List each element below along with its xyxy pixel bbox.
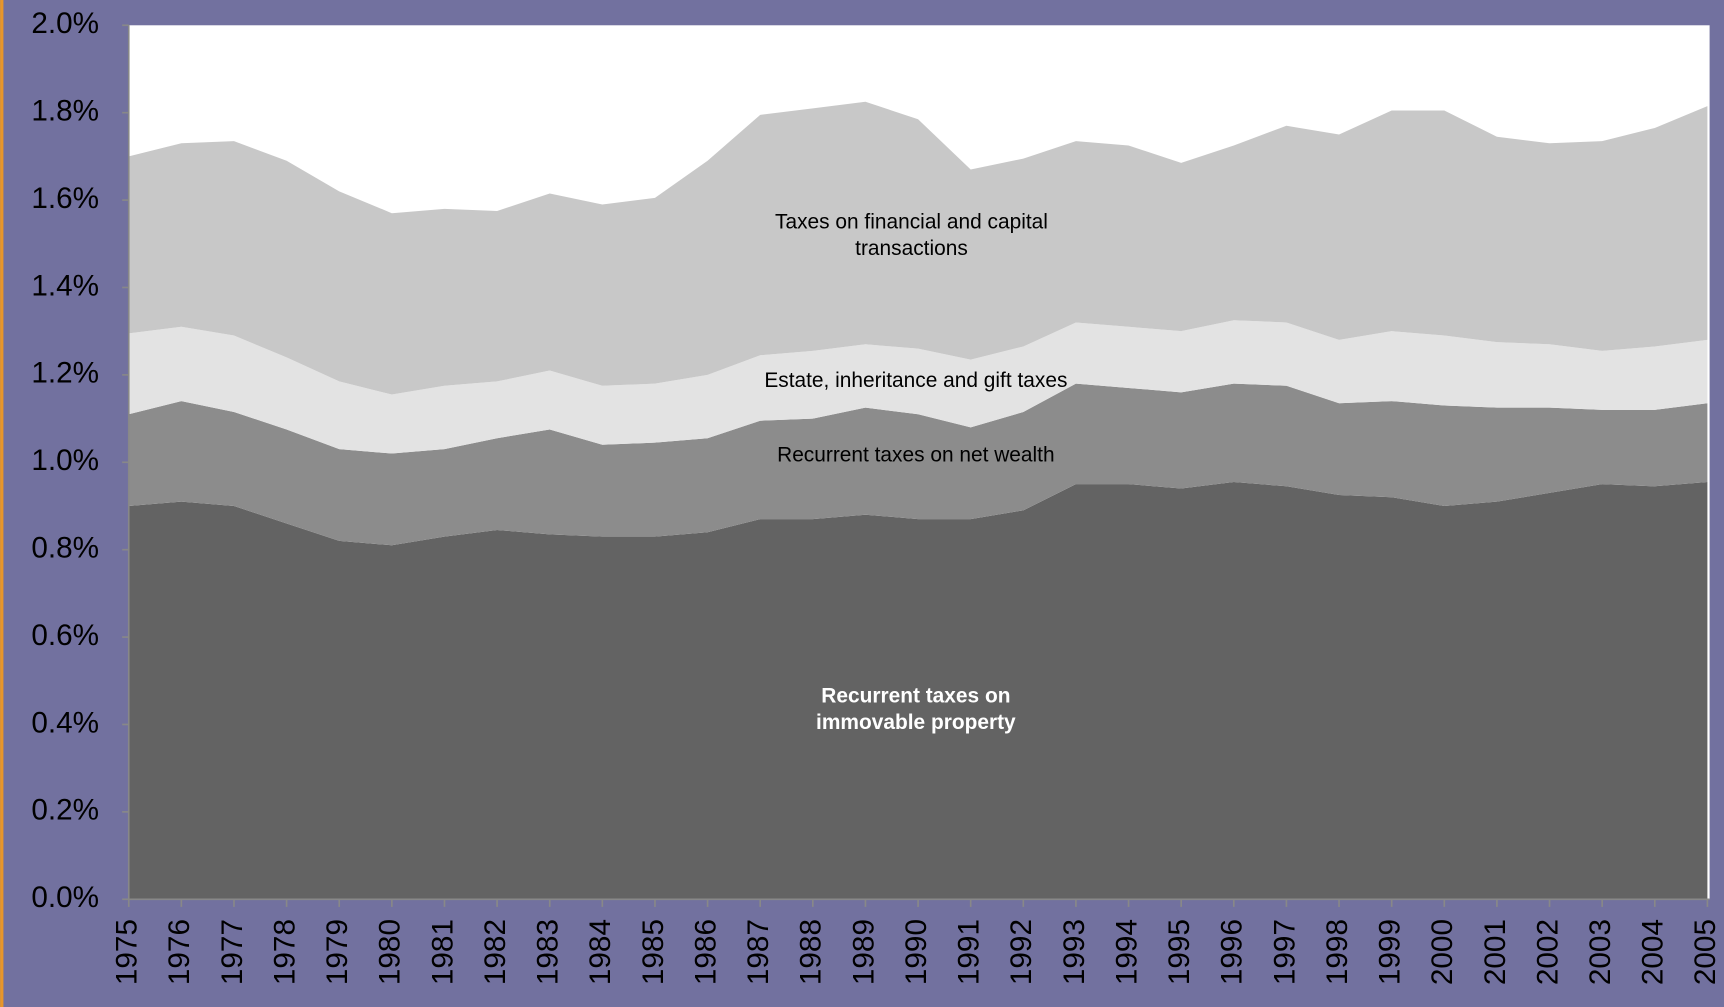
x-tick-label: 1976	[163, 919, 196, 985]
x-tick-label: 2004	[1637, 919, 1670, 985]
x-tick-label: 1977	[216, 919, 249, 985]
y-tick-label: 1.0%	[31, 444, 99, 477]
x-tick-label: 1978	[268, 919, 301, 985]
y-tick-label: 0.0%	[31, 881, 99, 914]
x-tick-label: 1997	[1268, 919, 1301, 985]
edge-strip	[0, 0, 4, 1007]
x-tick-label: 1980	[374, 919, 407, 985]
x-tick-label: 1984	[584, 919, 617, 985]
series-label-box: Recurrent taxes on net wealth	[777, 444, 1055, 468]
x-tick-label: 1975	[111, 919, 144, 985]
y-tick-label: 1.2%	[31, 357, 99, 390]
y-tick-label: 1.6%	[31, 182, 99, 215]
y-tick-label: 0.4%	[31, 706, 99, 739]
series-label: Recurrent taxes on net wealth	[777, 444, 1055, 468]
y-tick-label: 1.8%	[31, 95, 99, 128]
y-tick-label: 2.0%	[31, 7, 99, 40]
x-tick-label: 1989	[847, 919, 880, 985]
series-label: Recurrent taxes on immovable property	[816, 684, 1016, 735]
area	[128, 320, 1708, 454]
x-tick-label: 1991	[953, 919, 986, 985]
x-tick-label: 1982	[479, 919, 512, 985]
series-label: Estate, inheritance and gift taxes	[764, 369, 1068, 393]
area	[128, 383, 1708, 546]
x-tick-label: 1995	[1163, 919, 1196, 985]
area	[128, 481, 1708, 900]
series-label: Taxes on financial and capital transacti…	[775, 211, 1048, 261]
x-tick-label: 1990	[900, 919, 933, 985]
series-label-box: Estate, inheritance and gift taxes	[764, 369, 1068, 393]
y-tick-label: 0.8%	[31, 532, 99, 565]
x-tick-label: 1987	[742, 919, 775, 985]
x-tick-label: 1983	[532, 919, 565, 985]
x-tick-label: 1986	[689, 919, 722, 985]
area	[128, 101, 1708, 395]
x-tick-label: 1994	[1110, 919, 1143, 985]
y-tick-label: 0.6%	[31, 619, 99, 652]
x-tick-label: 1988	[795, 919, 828, 985]
x-tick-label: 1981	[426, 919, 459, 985]
series-label-box: Taxes on financial and capital transacti…	[775, 211, 1048, 261]
x-tick-label: 2003	[1584, 919, 1617, 985]
x-tick-label: 2005	[1689, 919, 1722, 985]
series-label-box: Recurrent taxes on immovable property	[816, 684, 1016, 735]
x-tick-label: 2000	[1426, 919, 1459, 985]
x-tick-label: 2002	[1531, 919, 1564, 985]
x-tick-label: 2001	[1479, 919, 1512, 985]
x-tick-label: 1999	[1374, 919, 1407, 985]
y-tick-label: 1.4%	[31, 269, 99, 302]
x-tick-label: 1979	[321, 919, 354, 985]
x-tick-label: 1985	[637, 919, 670, 985]
x-tick-label: 1993	[1058, 919, 1091, 985]
x-tick-label: 1992	[1005, 919, 1038, 985]
x-tick-label: 1996	[1216, 919, 1249, 985]
y-tick-label: 0.2%	[31, 794, 99, 827]
x-tick-label: 1998	[1321, 919, 1354, 985]
